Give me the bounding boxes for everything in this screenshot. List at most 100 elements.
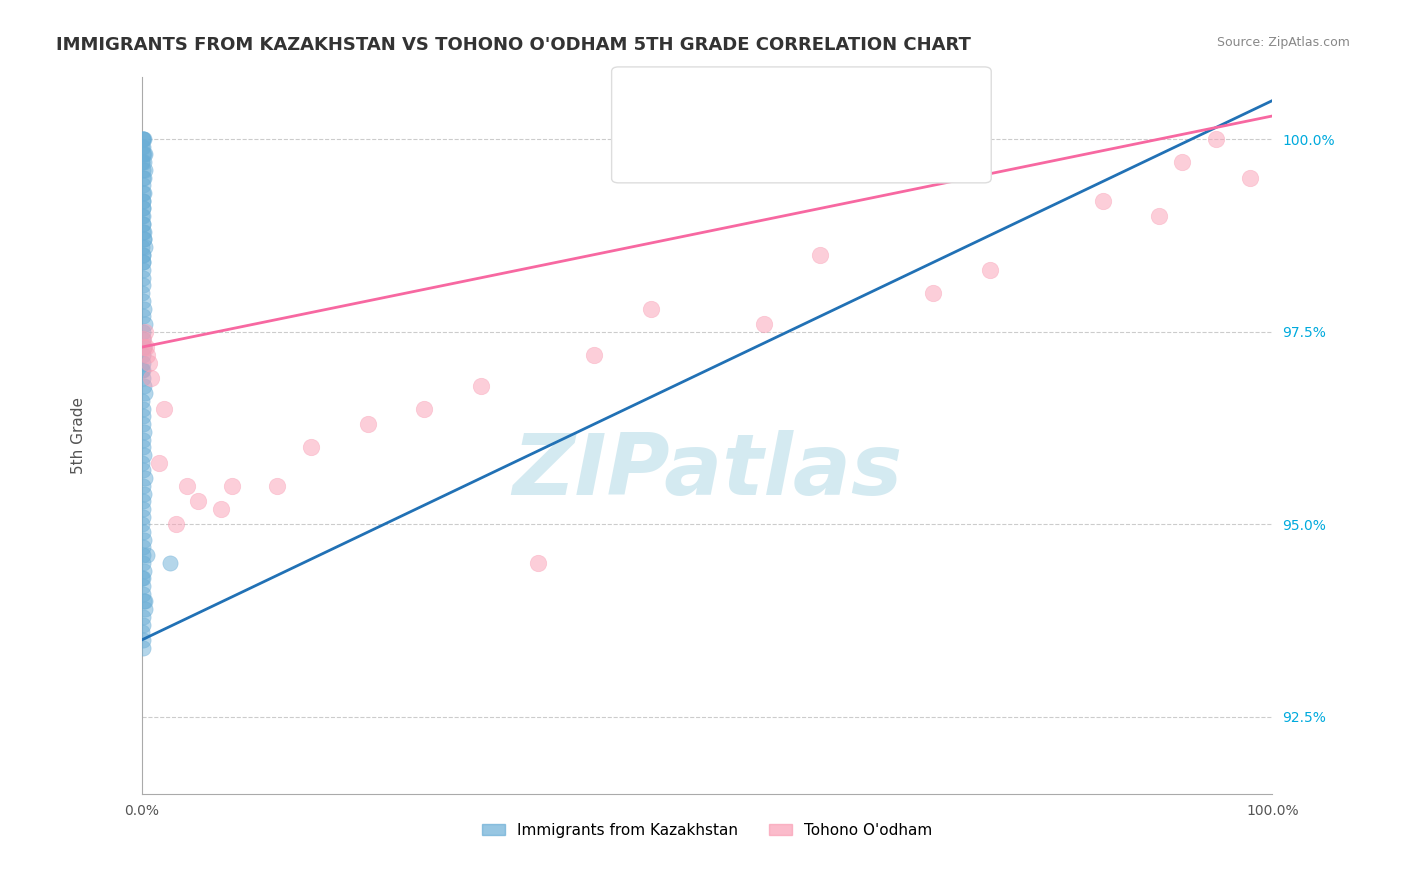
Point <box>132 278 155 293</box>
Point <box>131 209 153 223</box>
Point <box>132 178 155 193</box>
Point <box>413 401 436 416</box>
Text: Source: ZipAtlas.com: Source: ZipAtlas.com <box>1216 36 1350 49</box>
Y-axis label: 5th Grade: 5th Grade <box>72 397 86 475</box>
Point <box>132 579 155 593</box>
Point <box>132 632 155 647</box>
Text: N = 31: N = 31 <box>837 128 894 145</box>
Point <box>132 225 155 239</box>
Point <box>131 433 153 447</box>
Point <box>132 140 155 154</box>
Point <box>132 255 155 269</box>
Point <box>131 517 153 532</box>
Point <box>132 378 155 392</box>
Point <box>134 325 156 339</box>
Point <box>132 502 155 516</box>
Point <box>134 162 156 177</box>
Point <box>132 170 155 185</box>
Point <box>132 186 155 200</box>
Point <box>132 263 155 277</box>
Point <box>132 533 155 547</box>
Point <box>131 240 153 254</box>
Point <box>132 255 155 269</box>
Point <box>131 194 153 208</box>
Point <box>132 548 155 562</box>
Point <box>1239 170 1261 185</box>
Point <box>134 471 156 485</box>
Point <box>470 378 492 392</box>
Point <box>132 147 155 161</box>
Point <box>132 409 155 424</box>
Point <box>134 317 156 331</box>
Point <box>132 217 155 231</box>
Point <box>131 132 153 146</box>
Point <box>132 340 155 354</box>
Point <box>266 479 288 493</box>
Point <box>1091 194 1114 208</box>
Point <box>209 502 232 516</box>
Point <box>131 394 153 409</box>
Point <box>1205 132 1227 146</box>
Point <box>132 640 155 655</box>
Point <box>132 463 155 477</box>
Point <box>138 355 160 369</box>
Point <box>134 240 156 254</box>
Point <box>132 310 155 324</box>
Text: N = 92: N = 92 <box>837 87 894 105</box>
Point <box>139 371 162 385</box>
Point <box>134 594 156 608</box>
Point <box>131 556 153 570</box>
Point <box>136 348 159 362</box>
Point <box>176 479 198 493</box>
Point <box>131 140 153 154</box>
Point <box>132 155 155 169</box>
Point <box>131 247 153 261</box>
Point <box>132 564 155 578</box>
Legend: Immigrants from Kazakhstan, Tohono O'odham: Immigrants from Kazakhstan, Tohono O'odh… <box>477 816 938 844</box>
Point <box>132 217 155 231</box>
Point <box>132 440 155 454</box>
Point <box>132 617 155 632</box>
Point <box>132 301 155 316</box>
Point <box>752 317 775 331</box>
Point <box>131 456 153 470</box>
Point <box>153 401 176 416</box>
Point <box>132 202 155 216</box>
Point <box>132 340 155 354</box>
Point <box>131 155 153 169</box>
Point <box>132 448 155 462</box>
Point <box>132 355 155 369</box>
Point <box>132 170 155 185</box>
Point <box>132 225 155 239</box>
Point <box>131 609 153 624</box>
Point <box>132 479 155 493</box>
Text: IMMIGRANTS FROM KAZAKHSTAN VS TOHONO O'ODHAM 5TH GRADE CORRELATION CHART: IMMIGRANTS FROM KAZAKHSTAN VS TOHONO O'O… <box>56 36 972 54</box>
Point <box>221 479 243 493</box>
Point <box>1171 155 1194 169</box>
Point <box>132 209 155 223</box>
Point <box>132 333 155 347</box>
Point <box>132 232 155 246</box>
Point <box>148 456 170 470</box>
Point <box>136 548 159 562</box>
Point <box>131 363 153 377</box>
Point <box>134 602 156 616</box>
Point <box>132 401 155 416</box>
Point <box>640 301 662 316</box>
Point <box>132 325 155 339</box>
Point <box>132 425 155 439</box>
Point <box>357 417 380 432</box>
Point <box>526 556 548 570</box>
Point <box>131 509 153 524</box>
Point <box>132 417 155 432</box>
Point <box>134 147 156 161</box>
Text: R = 0.509: R = 0.509 <box>672 87 755 105</box>
Point <box>132 132 155 146</box>
Point <box>132 162 155 177</box>
Point <box>132 587 155 601</box>
Point <box>131 363 153 377</box>
Text: ZIPatlas: ZIPatlas <box>512 430 903 513</box>
Point <box>808 247 831 261</box>
Point <box>165 517 187 532</box>
Point <box>132 486 155 500</box>
